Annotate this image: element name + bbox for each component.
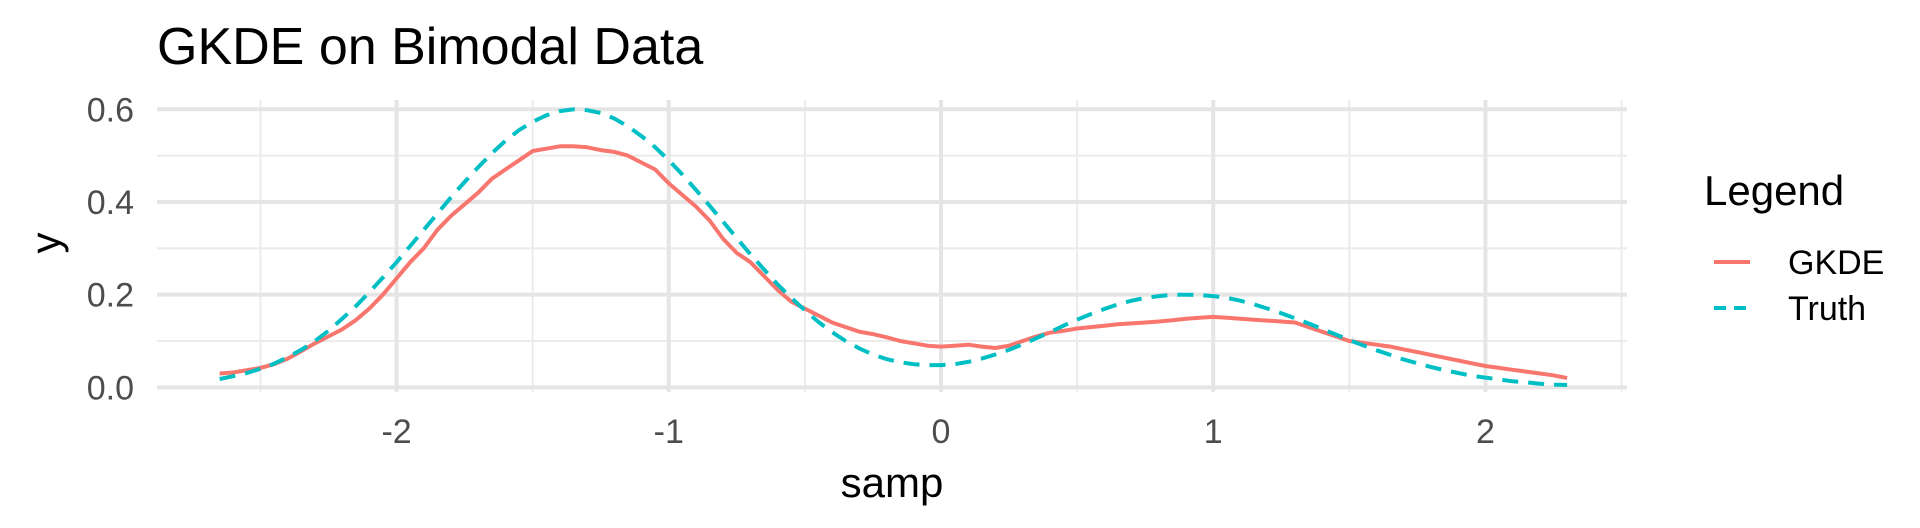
grid-major — [157, 100, 1627, 392]
y-tick-label: 0.0 — [87, 369, 134, 407]
chart-title: GKDE on Bimodal Data — [157, 18, 703, 76]
legend-title: Legend — [1704, 167, 1844, 214]
y-tick-label: 0.6 — [87, 91, 134, 129]
series-layer — [219, 107, 1568, 387]
legend-label-gkde: GKDE — [1788, 244, 1884, 282]
y-tick-labels: 0.0 0.2 0.4 0.6 — [87, 91, 134, 407]
x-tick-label: 2 — [1476, 413, 1495, 451]
y-axis-title: y — [22, 233, 69, 254]
legend-label-truth: Truth — [1788, 290, 1866, 328]
x-tick-label: -1 — [654, 413, 684, 451]
x-axis-title: samp — [841, 459, 944, 506]
series-line-truth — [219, 107, 1568, 387]
x-tick-label: -2 — [381, 413, 411, 451]
x-tick-label: 0 — [932, 413, 951, 451]
series-line-gkde — [219, 144, 1568, 381]
grid-minor — [157, 100, 1627, 392]
x-tick-labels: -2 -1 0 1 2 — [381, 413, 1494, 451]
y-tick-label: 0.2 — [87, 277, 134, 315]
x-tick-label: 1 — [1204, 413, 1223, 451]
y-tick-label: 0.4 — [87, 184, 134, 222]
legend: Legend GKDE Truth — [1704, 167, 1884, 328]
